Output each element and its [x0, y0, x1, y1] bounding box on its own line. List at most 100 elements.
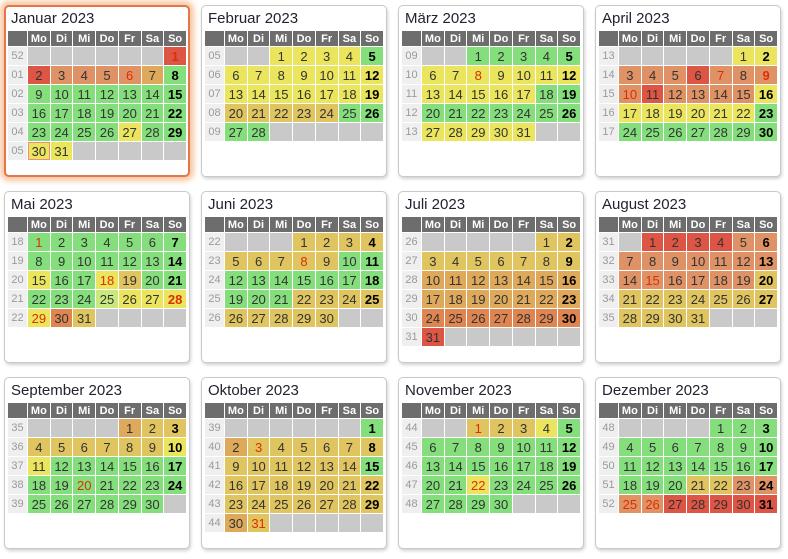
day-cell[interactable]: 24	[687, 290, 709, 308]
day-cell[interactable]: 25	[444, 309, 467, 327]
day-cell[interactable]: 16	[28, 104, 50, 122]
day-cell[interactable]: 1	[535, 233, 558, 251]
day-cell[interactable]: 10	[338, 252, 361, 270]
day-cell[interactable]: 11	[361, 252, 383, 270]
day-cell[interactable]: 13	[315, 457, 338, 475]
day-cell[interactable]: 29	[467, 123, 490, 141]
day-cell[interactable]: 21	[444, 476, 467, 494]
day-cell[interactable]: 3	[512, 419, 535, 437]
day-cell[interactable]: 5	[732, 233, 755, 251]
day-cell[interactable]: 26	[641, 495, 664, 513]
day-cell[interactable]: 2	[558, 233, 580, 251]
day-cell[interactable]: 6	[247, 252, 270, 270]
day-cell[interactable]: 14	[619, 271, 641, 289]
day-cell[interactable]: 3	[338, 233, 361, 251]
day-cell[interactable]: 14	[338, 457, 361, 475]
day-cell[interactable]: 21	[709, 104, 732, 122]
day-cell[interactable]: 5	[50, 438, 73, 456]
day-cell[interactable]: 20	[315, 476, 338, 494]
day-cell[interactable]: 14	[512, 271, 535, 289]
day-cell[interactable]: 14	[709, 85, 732, 103]
day-cell[interactable]: 27	[141, 290, 164, 308]
day-cell[interactable]: 20	[422, 104, 444, 122]
day-cell[interactable]: 10	[619, 85, 641, 103]
day-cell[interactable]: 29	[293, 309, 315, 327]
day-cell[interactable]: 31	[687, 309, 709, 327]
day-cell[interactable]: 22	[361, 476, 383, 494]
day-cell[interactable]: 12	[361, 66, 383, 84]
day-cell[interactable]: 10	[73, 252, 96, 270]
day-cell[interactable]: 22	[641, 290, 664, 308]
day-cell[interactable]: 16	[225, 476, 247, 494]
day-cell[interactable]: 1	[118, 419, 141, 437]
day-cell[interactable]: 30	[315, 309, 338, 327]
day-cell[interactable]: 31	[247, 514, 270, 532]
day-cell[interactable]: 22	[732, 104, 755, 122]
day-cell[interactable]: 29	[28, 309, 50, 327]
day-cell[interactable]: 23	[664, 290, 687, 308]
day-cell[interactable]: 3	[687, 233, 709, 251]
day-cell[interactable]: 5	[96, 66, 118, 84]
day-cell[interactable]: 19	[293, 476, 315, 494]
day-cell[interactable]: 26	[96, 123, 118, 141]
day-cell[interactable]: 10	[687, 252, 709, 270]
day-cell[interactable]: 30	[490, 495, 512, 513]
day-cell[interactable]: 9	[28, 85, 50, 103]
day-cell[interactable]: 7	[709, 66, 732, 84]
day-cell[interactable]: 7	[619, 252, 641, 270]
day-cell[interactable]: 26	[558, 104, 580, 122]
day-cell[interactable]: 8	[535, 252, 558, 270]
day-cell[interactable]: 15	[293, 271, 315, 289]
day-cell[interactable]: 20	[755, 271, 777, 289]
day-cell[interactable]: 11	[535, 66, 558, 84]
day-cell[interactable]: 19	[664, 104, 687, 122]
day-cell[interactable]: 9	[141, 438, 164, 456]
day-cell[interactable]: 15	[732, 85, 755, 103]
day-cell[interactable]: 27	[422, 123, 444, 141]
day-cell[interactable]: 17	[247, 476, 270, 494]
day-cell[interactable]: 14	[96, 457, 118, 475]
day-cell[interactable]: 19	[96, 104, 118, 122]
day-cell[interactable]: 8	[164, 66, 186, 84]
day-cell[interactable]: 21	[270, 290, 293, 308]
day-cell[interactable]: 15	[709, 457, 732, 475]
day-cell[interactable]: 8	[28, 252, 50, 270]
day-cell[interactable]: 24	[512, 104, 535, 122]
day-cell[interactable]: 20	[687, 104, 709, 122]
day-cell[interactable]: 7	[338, 438, 361, 456]
day-cell[interactable]: 12	[641, 457, 664, 475]
day-cell[interactable]: 25	[361, 290, 383, 308]
day-cell[interactable]: 5	[293, 438, 315, 456]
day-cell[interactable]: 11	[619, 457, 641, 475]
day-cell[interactable]: 19	[558, 85, 580, 103]
day-cell[interactable]: 16	[755, 85, 777, 103]
day-cell[interactable]: 20	[247, 290, 270, 308]
day-cell[interactable]: 26	[118, 290, 141, 308]
day-cell[interactable]: 17	[687, 271, 709, 289]
day-cell[interactable]: 12	[664, 85, 687, 103]
day-cell[interactable]: 9	[490, 438, 512, 456]
day-cell[interactable]: 17	[338, 271, 361, 289]
day-cell[interactable]: 4	[338, 47, 361, 65]
day-cell[interactable]: 14	[141, 85, 164, 103]
day-cell[interactable]: 18	[619, 476, 641, 494]
day-cell[interactable]: 8	[467, 438, 490, 456]
day-cell[interactable]: 4	[361, 233, 383, 251]
day-cell[interactable]: 5	[558, 47, 580, 65]
day-cell[interactable]: 9	[50, 252, 73, 270]
day-cell[interactable]: 24	[247, 495, 270, 513]
day-cell[interactable]: 28	[619, 309, 641, 327]
day-cell[interactable]: 16	[664, 271, 687, 289]
day-cell[interactable]: 19	[732, 271, 755, 289]
day-cell[interactable]: 7	[270, 252, 293, 270]
day-cell[interactable]: 22	[535, 290, 558, 308]
day-cell[interactable]: 31	[512, 123, 535, 141]
day-cell[interactable]: 6	[141, 233, 164, 251]
day-cell[interactable]: 31	[422, 328, 444, 346]
day-cell[interactable]: 3	[50, 66, 73, 84]
day-cell[interactable]: 1	[467, 419, 490, 437]
day-cell[interactable]: 1	[164, 47, 186, 65]
day-cell[interactable]: 13	[422, 457, 444, 475]
day-cell[interactable]: 4	[28, 438, 50, 456]
day-cell[interactable]: 21	[141, 104, 164, 122]
